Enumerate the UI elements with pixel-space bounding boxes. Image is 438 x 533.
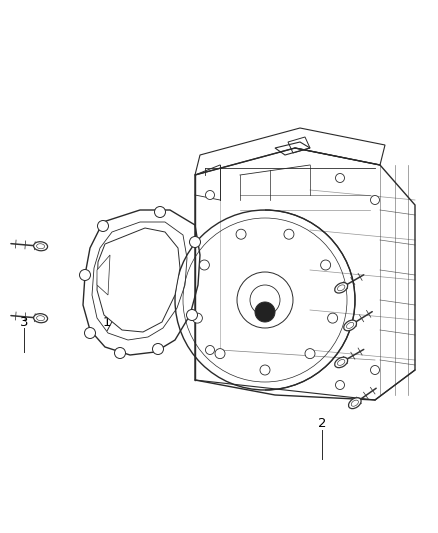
Circle shape	[371, 196, 379, 205]
Ellipse shape	[335, 282, 348, 293]
Circle shape	[205, 345, 215, 354]
Circle shape	[190, 237, 201, 247]
Ellipse shape	[349, 398, 361, 409]
Circle shape	[260, 365, 270, 375]
Circle shape	[236, 229, 246, 239]
Circle shape	[215, 349, 225, 359]
Circle shape	[305, 349, 315, 359]
Circle shape	[85, 327, 95, 338]
Circle shape	[155, 206, 166, 217]
Text: 1: 1	[103, 316, 112, 329]
Circle shape	[205, 190, 215, 199]
Text: 2: 2	[318, 417, 326, 430]
Circle shape	[192, 313, 202, 323]
Circle shape	[199, 260, 209, 270]
Circle shape	[328, 313, 338, 323]
Polygon shape	[97, 228, 180, 332]
Ellipse shape	[344, 320, 357, 331]
Circle shape	[80, 270, 91, 280]
Ellipse shape	[37, 316, 45, 321]
Polygon shape	[97, 255, 110, 295]
Ellipse shape	[351, 400, 358, 406]
Circle shape	[336, 381, 345, 390]
Ellipse shape	[37, 244, 45, 249]
Ellipse shape	[338, 285, 345, 291]
Circle shape	[284, 229, 294, 239]
Ellipse shape	[34, 314, 48, 322]
Text: 3: 3	[20, 316, 28, 329]
Circle shape	[336, 174, 345, 182]
Circle shape	[114, 348, 126, 359]
Circle shape	[152, 343, 163, 354]
Ellipse shape	[346, 322, 354, 328]
Ellipse shape	[335, 357, 348, 368]
Circle shape	[255, 302, 275, 322]
Ellipse shape	[34, 242, 48, 251]
Circle shape	[371, 366, 379, 375]
Circle shape	[98, 221, 109, 231]
Circle shape	[187, 310, 198, 320]
Ellipse shape	[338, 359, 345, 366]
Circle shape	[321, 260, 331, 270]
